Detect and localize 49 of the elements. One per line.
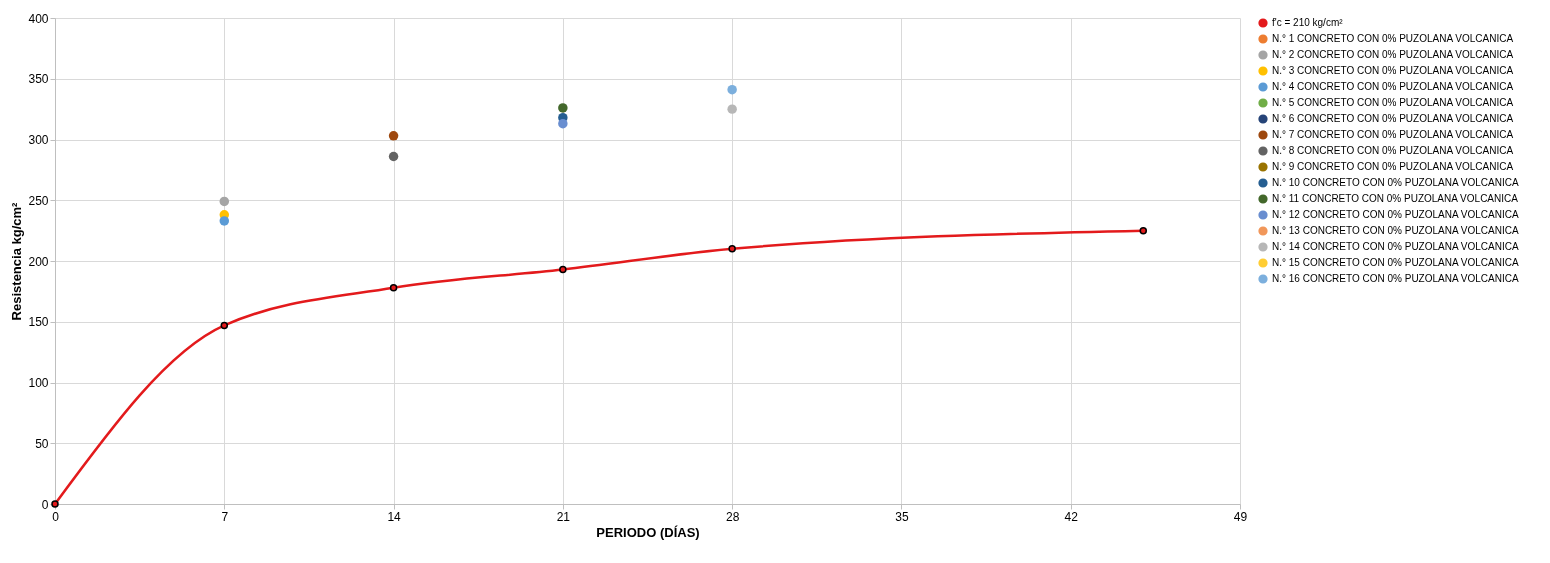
point	[388, 131, 399, 141]
point	[728, 245, 736, 253]
x-tick-label: 14	[387, 509, 402, 524]
x-tick-label: 49	[1233, 509, 1248, 524]
point	[1139, 226, 1148, 235]
legend-label: N.° 12 CONCRETO CON 0% PUZOLANA VOLCANICA	[1272, 209, 1519, 220]
point	[219, 216, 230, 226]
legend-label: N.° 15 CONCRETO CON 0% PUZOLANA VOLCANICA	[1272, 257, 1519, 268]
legend-label: N.° 7 CONCRETO CON 0% PUZOLANA VOLCANICA	[1272, 129, 1514, 140]
x-axis-title: PERIODO (DÍAS)	[596, 524, 700, 540]
legend-label: N.° 9 CONCRETO CON 0% PUZOLANA VOLCANICA	[1272, 161, 1514, 172]
legend-label: N.° 1 CONCRETO CON 0% PUZOLANA VOLCANICA	[1272, 33, 1514, 44]
legend-label: N.° 14 CONCRETO CON 0% PUZOLANA VOLCANICA	[1272, 241, 1519, 252]
legend-label: N.° 3 CONCRETO CON 0% PUZOLANA VOLCANICA	[1272, 65, 1514, 76]
y-tick-label: 50	[35, 436, 49, 451]
point	[559, 265, 567, 274]
legend-label: N.° 8 CONCRETO CON 0% PUZOLANA VOLCANICA	[1272, 145, 1514, 156]
y-tick-label: 100	[28, 376, 49, 390]
y-axis-title: Resistencia kg/cm²	[9, 201, 25, 321]
point	[727, 84, 737, 95]
legend-label: N.° 6 CONCRETO CON 0% PUZOLANA VOLCANICA	[1272, 113, 1514, 124]
y-tick-label: 350	[28, 72, 49, 87]
y-tick-label: 400	[28, 11, 49, 26]
point	[388, 151, 399, 162]
legend-label: N.° 2 CONCRETO CON 0% PUZOLANA VOLCANICA	[1272, 49, 1514, 60]
legend-label: N.° 11 CONCRETO CON 0% PUZOLANA VOLCANICA	[1272, 193, 1519, 204]
legend-label: N.° 13 CONCRETO CON 0% PUZOLANA VOLCANICA	[1272, 225, 1519, 236]
x-tick-label: 0	[52, 509, 60, 524]
y-tick-label: 250	[28, 193, 49, 208]
point	[558, 118, 568, 129]
point	[558, 103, 568, 113]
legend-label: N.° 10 CONCRETO CON 0% PUZOLANA VOLCANICA	[1272, 177, 1519, 188]
x-tick-label: 42	[1064, 509, 1079, 524]
x-tick-label: 35	[895, 509, 909, 524]
y-tick-label: 0	[41, 497, 49, 512]
y-tick-label: 200	[28, 254, 49, 269]
legend-label: N.° 4 CONCRETO CON 0% PUZOLANA VOLCANICA	[1272, 81, 1514, 92]
legend-label: N.° 16 CONCRETO CON 0% PUZOLANA VOLCANICA	[1272, 273, 1519, 284]
x-tick-label: 7	[221, 509, 229, 524]
point	[727, 104, 737, 114]
y-tick-label: 150	[28, 315, 49, 330]
point	[220, 321, 229, 330]
legend-label: f'c = 210 kg/cm²	[1272, 17, 1344, 28]
x-tick-label: 28	[725, 509, 740, 524]
y-tick-label: 300	[28, 133, 49, 147]
legend-label: N.° 5 CONCRETO CON 0% PUZOLANA VOLCANICA	[1272, 97, 1514, 108]
x-tick-label: 21	[556, 509, 571, 524]
point	[219, 196, 230, 207]
point	[389, 283, 398, 292]
